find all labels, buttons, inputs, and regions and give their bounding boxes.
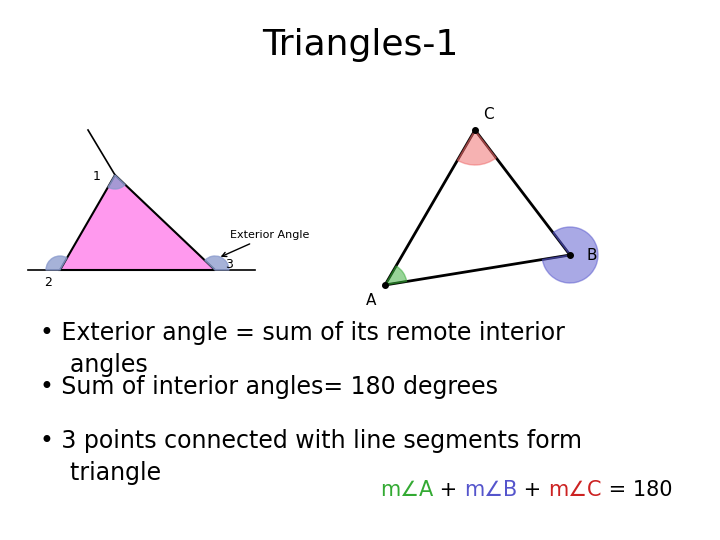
Text: Exterior Angle: Exterior Angle (222, 230, 310, 256)
Text: +: + (518, 480, 548, 500)
Text: • Exterior angle = sum of its remote interior
    angles: • Exterior angle = sum of its remote int… (40, 321, 564, 377)
Text: Triangles-1: Triangles-1 (262, 28, 458, 62)
Text: A: A (366, 293, 376, 308)
Wedge shape (457, 130, 496, 165)
Text: • 3 points connected with line segments form
    triangle: • 3 points connected with line segments … (40, 429, 582, 485)
Text: • Sum of interior angles= 180 degrees: • Sum of interior angles= 180 degrees (40, 375, 498, 399)
Wedge shape (205, 256, 229, 270)
Text: +: + (433, 480, 464, 500)
Wedge shape (46, 256, 67, 270)
Text: 2: 2 (44, 275, 52, 288)
Text: B: B (586, 247, 596, 262)
Text: C: C (483, 107, 494, 122)
Text: = 180: = 180 (602, 480, 672, 500)
Text: m∠B: m∠B (464, 480, 518, 500)
Wedge shape (385, 266, 407, 285)
Polygon shape (60, 175, 215, 270)
Text: m∠C: m∠C (548, 480, 602, 500)
Text: 1: 1 (93, 171, 101, 184)
Wedge shape (542, 227, 598, 283)
Wedge shape (108, 175, 125, 189)
Text: m∠A: m∠A (380, 480, 433, 500)
Text: 3: 3 (225, 259, 233, 272)
